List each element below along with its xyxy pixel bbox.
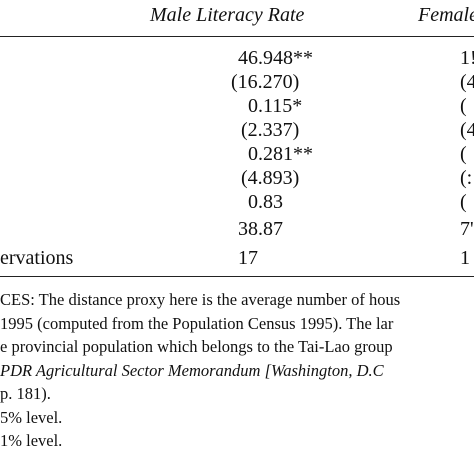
cell: (4 xyxy=(460,71,474,93)
cell: (2.337) xyxy=(241,119,300,141)
row-label: ervations xyxy=(0,247,74,269)
note-line: 1% level. xyxy=(0,431,63,450)
note-line: 1995 (computed from the Population Censu… xyxy=(0,313,394,333)
note-line: 5% level. xyxy=(0,407,63,427)
rule xyxy=(0,276,474,277)
note-line: CES: The distance proxy here is the aver… xyxy=(0,290,401,309)
cell: 7' xyxy=(460,218,474,240)
note-line: e provincial population which belongs to… xyxy=(0,337,393,356)
cell: (: xyxy=(460,167,473,189)
note-line: p. 181). xyxy=(0,384,51,403)
cell: 0.115* xyxy=(248,95,303,117)
cell: (16.270) xyxy=(231,71,300,93)
column-header: Female xyxy=(418,4,474,26)
note-line: PDR Agricultural Sector Memorandum [Wash… xyxy=(0,360,384,380)
cell: ( xyxy=(460,95,467,117)
column-header: Male Literacy Rate xyxy=(150,4,305,26)
cell: 0.83 xyxy=(248,191,283,213)
cell: 1! xyxy=(460,47,474,69)
cell: (4 xyxy=(460,119,474,141)
cell: 1 xyxy=(460,247,470,269)
rule xyxy=(0,36,474,37)
cell: 17 xyxy=(238,247,258,269)
cell: 46.948** xyxy=(238,47,313,69)
cell: ( xyxy=(460,191,467,213)
cell: 38.87 xyxy=(238,218,283,240)
cell: ( xyxy=(460,143,467,165)
cell: (4.893) xyxy=(241,167,300,189)
cell: 0.281** xyxy=(248,143,313,165)
